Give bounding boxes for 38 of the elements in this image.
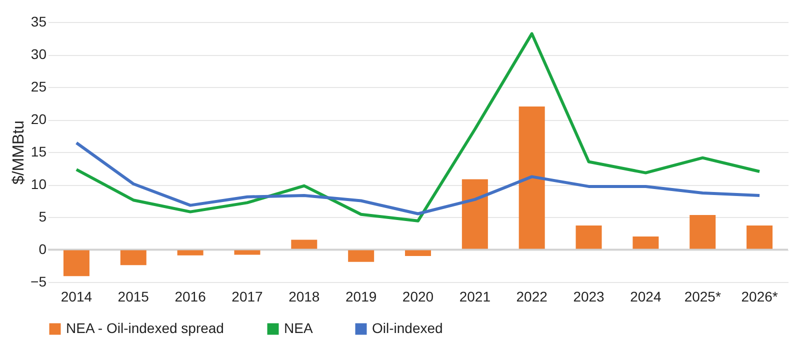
legend-label: NEA - Oil-indexed spread — [66, 320, 224, 336]
legend-label: Oil-indexed — [372, 320, 443, 336]
x-tick-label: 2017 — [232, 288, 264, 304]
y-tick-label: 35 — [30, 14, 47, 30]
x-tick-label: 2020 — [402, 288, 434, 304]
x-tick-label: 2023 — [573, 288, 605, 304]
y-tick-label: 5 — [38, 208, 47, 224]
bar — [632, 236, 659, 250]
x-tick-label: 2019 — [346, 288, 377, 304]
x-tick-label: 2018 — [288, 288, 320, 304]
bar — [690, 215, 716, 250]
bar — [63, 250, 90, 276]
bar — [462, 179, 488, 250]
x-tick-label: 2024 — [630, 288, 662, 304]
x-tick-label: 2014 — [60, 288, 92, 304]
x-tick-label: 2021 — [459, 288, 491, 304]
bar — [746, 225, 773, 250]
x-tick-label: 2016 — [174, 288, 206, 304]
legend-label: NEA — [284, 320, 314, 336]
y-tick-label: −5 — [30, 274, 47, 290]
bar — [518, 106, 545, 250]
x-tick-label: 2022 — [516, 288, 548, 304]
line-series — [74, 141, 762, 216]
x-tick-label: 2015 — [118, 288, 150, 304]
line-series — [74, 32, 762, 222]
y-axis-title: $/MMBtu — [10, 120, 28, 185]
bar — [348, 250, 374, 262]
bar — [291, 240, 318, 250]
y-tick-label: 20 — [30, 111, 47, 127]
y-tick-label: 25 — [30, 78, 47, 94]
x-tick-label: 2025* — [684, 288, 722, 304]
y-tick-label: 30 — [30, 46, 47, 62]
x-tick-label: 2026* — [741, 288, 778, 304]
y-tick-label: 15 — [30, 144, 47, 160]
bar — [576, 225, 602, 250]
y-tick-label: 0 — [38, 241, 47, 257]
bar — [120, 250, 146, 266]
y-tick-label: 10 — [30, 176, 47, 192]
